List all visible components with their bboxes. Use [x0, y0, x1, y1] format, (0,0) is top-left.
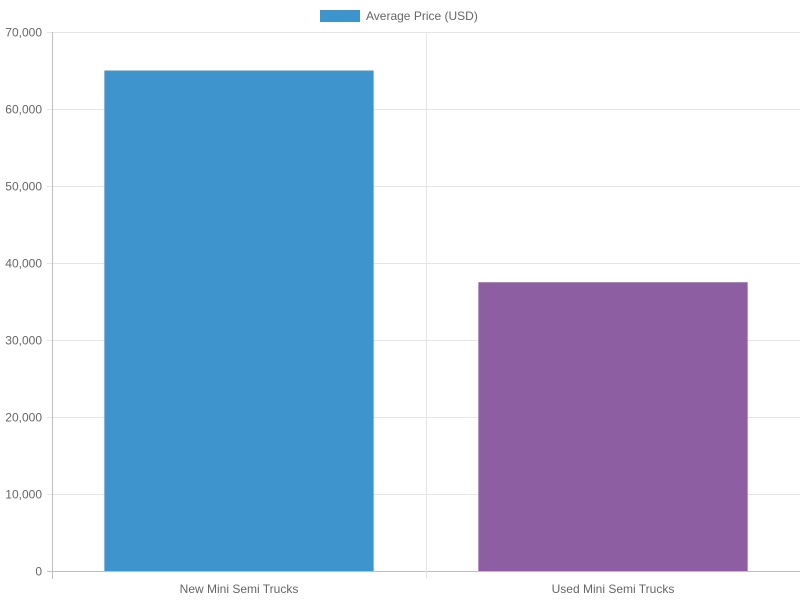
legend-label: Average Price (USD)	[366, 9, 478, 23]
legend[interactable]: Average Price (USD)	[320, 9, 478, 23]
y-axis-tick-labels: 0 10,000 20,000 30,000 40,000 50,000 60,000 70,…	[5, 26, 42, 579]
x-tick-label: New Mini Semi Trucks	[180, 582, 299, 596]
y-tick-label: 0	[35, 565, 42, 579]
axes	[52, 32, 427, 579]
y-tick-label: 60,000	[5, 103, 42, 117]
legend-swatch	[320, 10, 360, 22]
bar[interactable]	[104, 70, 374, 572]
x-tick-label: Used Mini Semi Trucks	[552, 582, 675, 596]
y-tick-label: 20,000	[5, 411, 42, 425]
x-axis-tick-labels: New Mini Semi Trucks Used Mini Semi Truck…	[180, 582, 675, 596]
y-tick-label: 30,000	[5, 334, 42, 348]
bar[interactable]	[478, 282, 748, 571]
bars	[104, 70, 748, 572]
y-tick-label: 50,000	[5, 180, 42, 194]
y-tick-label: 40,000	[5, 257, 42, 271]
y-tick-label: 10,000	[5, 488, 42, 502]
y-tick-label: 70,000	[5, 26, 42, 40]
